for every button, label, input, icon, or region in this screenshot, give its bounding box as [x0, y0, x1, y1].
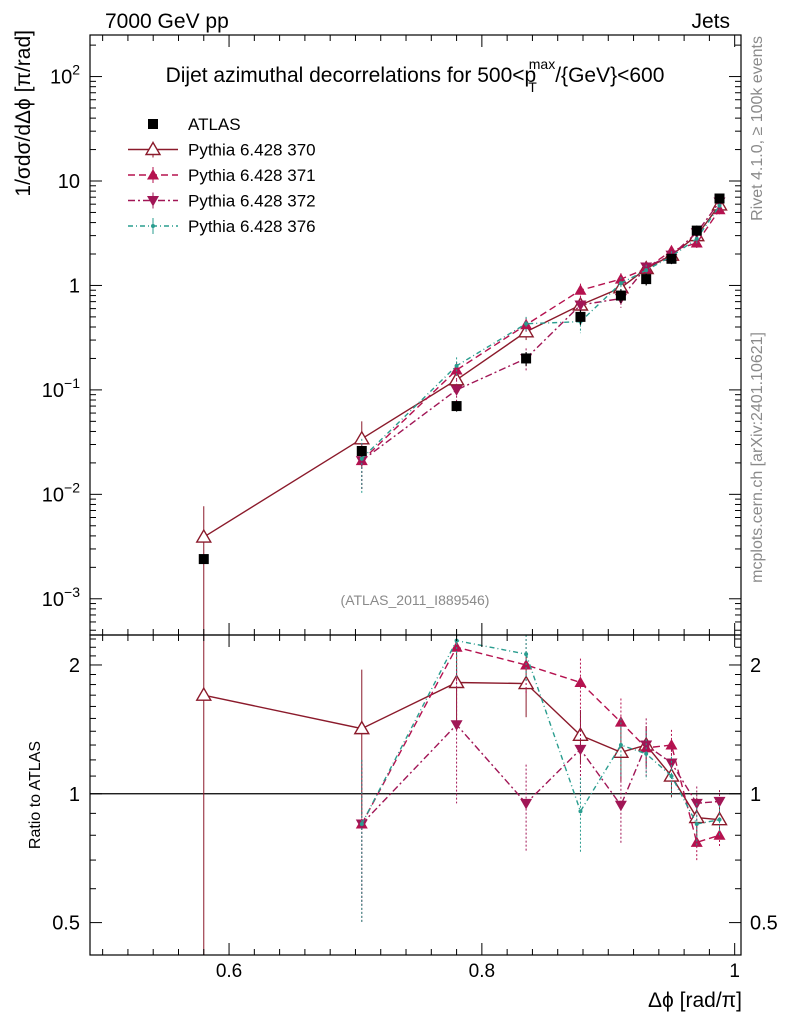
main-y-tick-label: 1	[69, 275, 80, 297]
main-data-point	[454, 363, 459, 368]
ratio-series-line	[361, 646, 720, 844]
ratio-data-point	[669, 774, 674, 779]
main-y-tick-label: 10−2	[42, 479, 80, 506]
ratio-y-tick-label-right: 2	[750, 655, 761, 677]
legend-marker	[147, 169, 159, 180]
legend-label: Pythia 6.428 376	[188, 217, 316, 236]
ratio-data-point	[353, 720, 370, 735]
main-data-point	[717, 203, 722, 208]
ratio-data-point	[524, 652, 529, 657]
main-data-point	[450, 385, 463, 396]
main-data-point	[574, 300, 587, 311]
main-data-point	[353, 430, 370, 445]
axes: 0.6 0.8 1 10−3 10−2 10−1 1 10 102 0.5 0.5 1 1 2 2	[42, 34, 778, 982]
data-point	[356, 445, 367, 456]
ratio-y-tick-label-right: 1	[750, 784, 761, 806]
ratio-data-point	[614, 800, 627, 812]
data-point	[641, 274, 652, 285]
main-data-point	[355, 456, 368, 467]
ratio-series-line	[361, 639, 720, 825]
ratio-data-point	[574, 744, 587, 756]
ratio-y-axis-label: Ratio to ATLAS	[27, 741, 44, 849]
data-point	[575, 311, 586, 322]
ratio-series-line	[203, 681, 720, 821]
main-y-tick-label: 10−3	[42, 584, 80, 611]
main-data-point	[450, 364, 463, 375]
main-panel	[195, 193, 728, 635]
main-y-tick-label: 10−1	[42, 375, 80, 402]
ratio-data-point	[614, 716, 627, 727]
ratio-y-tick-label-right: 0.5	[750, 913, 778, 935]
main-data-point	[359, 456, 364, 461]
main-data-point	[694, 236, 699, 241]
legend-marker	[148, 119, 158, 129]
ratio-data-point	[640, 740, 653, 752]
data-point	[666, 253, 677, 264]
ratio-panel	[90, 635, 741, 955]
main-data-point	[195, 528, 212, 543]
plot-title: Dijet azimuthal decorrelations for 500<p…	[166, 56, 665, 95]
data-point	[451, 401, 462, 412]
legend-label: Pythia 6.428 371	[188, 166, 316, 185]
main-y-tick-label: 10	[58, 171, 80, 193]
ratio-data-point	[195, 686, 212, 701]
main-data-point	[574, 284, 587, 295]
ratio-data-point	[520, 798, 533, 810]
ratio-data-point	[690, 836, 703, 847]
analysis-tag: (ATLAS_2011_I889546)	[341, 592, 490, 608]
ratio-data-point	[618, 743, 623, 748]
main-data-point	[524, 321, 529, 326]
data-point	[714, 193, 725, 204]
ratio-y-tick-label-left: 0.5	[52, 913, 80, 935]
ratio-data-point	[578, 809, 583, 814]
main-y-axis-label: 1/σdσ/dΔϕ [π/rad]	[12, 30, 35, 197]
ratio-data-point	[694, 821, 699, 826]
ratio-data-point	[665, 758, 678, 770]
legend-marker	[151, 224, 155, 228]
legend: ATLAS Pythia 6.428 370 Pythia 6.428 371 Pyt…	[128, 115, 316, 236]
header-left: 7000 GeV pp	[105, 10, 229, 33]
legend-label: Pythia 6.428 372	[188, 192, 316, 211]
x-tick-label: 0.8	[469, 961, 495, 982]
ratio-data-point	[517, 675, 535, 690]
x-tick-label: 1	[729, 961, 740, 982]
side-label-mcplots: mcplots.cern.ch [arXiv:2401.10621]	[749, 332, 766, 583]
main-y-tick-label: 102	[50, 62, 80, 89]
main-series-line	[203, 204, 721, 538]
ratio-data-point	[574, 676, 587, 687]
main-data-point	[713, 203, 726, 215]
ratio-data-point	[717, 817, 722, 822]
x-axis-label: Δϕ [rad/π]	[648, 989, 742, 1012]
legend-marker	[144, 141, 162, 156]
ratio-plot-frame	[89, 634, 742, 956]
side-label-rivet: Rivet 4.1.0, ≥ 100k events	[749, 36, 766, 221]
main-series-line	[361, 201, 721, 462]
data-point	[198, 554, 209, 565]
ratio-data-point	[359, 821, 364, 826]
legend-label: Pythia 6.428 370	[188, 141, 316, 160]
ratio-data-point	[450, 720, 463, 731]
main-data-point	[644, 268, 649, 273]
ratio-data-point	[713, 796, 726, 808]
legend-label: ATLAS	[188, 115, 241, 134]
ratio-data-point	[644, 751, 649, 756]
legend-marker	[147, 196, 159, 207]
ratio-y-tick-label-left: 1	[69, 784, 80, 806]
data-point	[615, 290, 626, 301]
data-point	[521, 353, 532, 364]
main-data-point	[618, 281, 623, 286]
main-data-point	[640, 262, 653, 274]
x-tick-label: 0.6	[216, 961, 242, 982]
header-right: Jets	[691, 10, 730, 33]
ratio-y-tick-label-left: 2	[69, 655, 80, 677]
data-point	[691, 225, 702, 236]
main-series-line	[361, 209, 721, 462]
ratio-data-point	[450, 641, 463, 652]
ratio-series-line	[361, 723, 720, 825]
ratio-data-point	[665, 739, 678, 750]
